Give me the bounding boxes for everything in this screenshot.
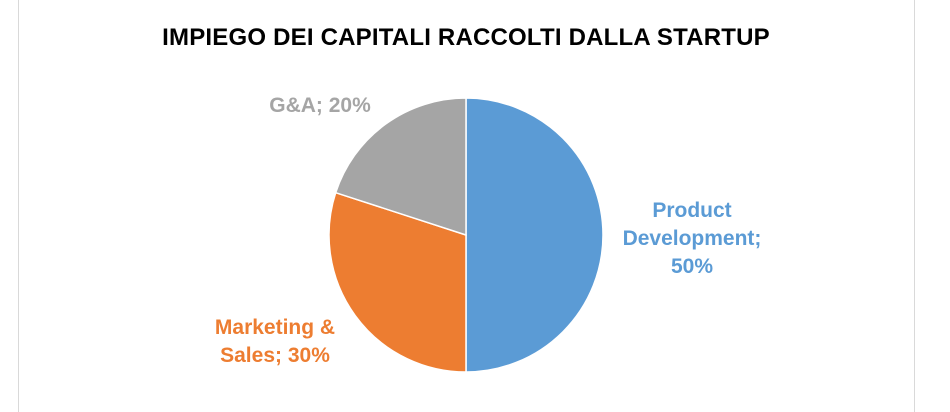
slice-label-line: Development; <box>622 227 762 250</box>
slice-label-ga: G&A; 20% <box>245 92 395 120</box>
slice-label-line: Marketing & <box>214 316 336 339</box>
slice-label-marketing-sales: Marketing & Sales; 30% <box>190 314 360 370</box>
slice-label-line: Product <box>652 199 732 222</box>
slice-label-line: 50% <box>670 255 714 278</box>
chart-frame <box>18 0 915 412</box>
chart-title: IMPIEGO DEI CAPITALI RACCOLTI DALLA STAR… <box>162 24 770 51</box>
slice-label-line: G&A; 20% <box>269 94 371 117</box>
pie-slice-g-a <box>334 97 467 237</box>
slice-label-product-development: Product Development; 50% <box>602 197 782 281</box>
pie-slice-marketing-sales <box>328 191 467 373</box>
slice-label-line: Sales; 30% <box>220 344 330 367</box>
pie-slice-product-development <box>465 97 604 373</box>
